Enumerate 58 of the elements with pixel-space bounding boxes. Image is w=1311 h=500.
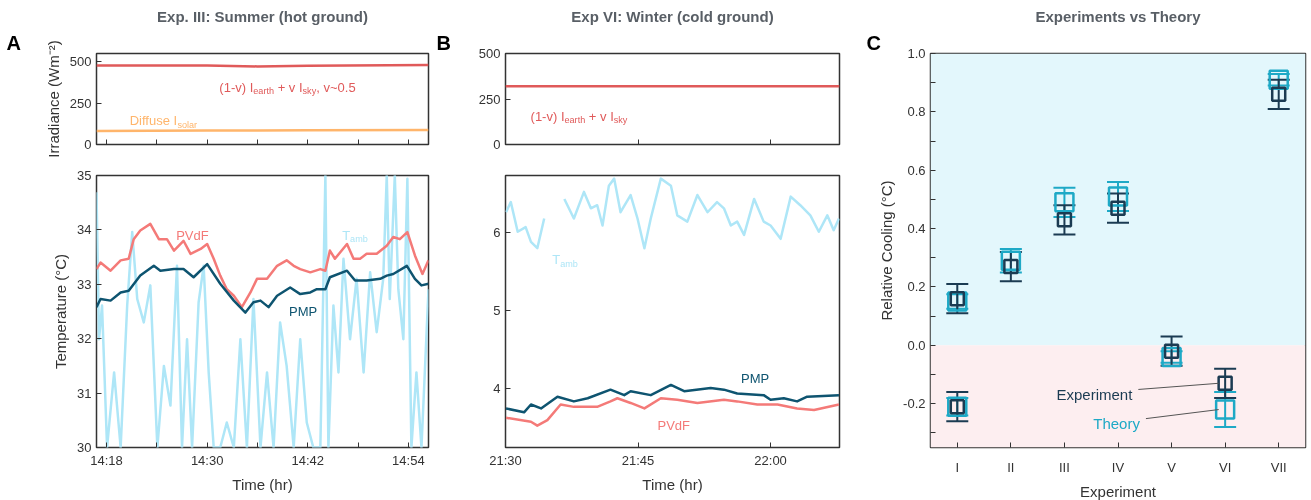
x-tick-label: 14:30 xyxy=(190,452,224,468)
text: A xyxy=(6,31,21,54)
y-tick-label: 34 xyxy=(77,222,92,238)
y-tick-label: 32 xyxy=(77,331,92,347)
chart-title: Exp. III: Summer (hot ground) xyxy=(157,7,368,25)
y-tick-label: 31 xyxy=(77,385,92,401)
y-axis-title: Irradiance (Wm⁻²) xyxy=(44,40,62,158)
x-tick-label: I xyxy=(955,459,960,475)
y-tick-label: -0.2 xyxy=(903,396,926,412)
y-tick-label: 0.8 xyxy=(907,104,926,120)
text: B xyxy=(436,31,451,54)
y-tick-label: 5 xyxy=(493,303,501,319)
x-axis-title: Experiment xyxy=(1080,482,1157,500)
y-tick-label: 0 xyxy=(493,137,501,152)
y-tick-label: 0.0 xyxy=(907,337,926,353)
y-tick-label: 500 xyxy=(69,54,92,70)
x-tick-label: VI xyxy=(1219,459,1232,475)
x-tick-label: V xyxy=(1167,459,1177,475)
x-tick-label: 14:54 xyxy=(392,452,425,468)
y-tick-label: 250 xyxy=(69,95,92,111)
y-tick-label: 0.4 xyxy=(907,221,926,237)
y-axis-title: Relative Cooling (°C) xyxy=(878,180,896,321)
x-tick-label: 21:45 xyxy=(621,452,655,468)
x-tick-label: II xyxy=(1007,459,1015,475)
text: C xyxy=(866,31,881,54)
x-axis-title: Time (hr) xyxy=(642,475,703,493)
y-tick-label: 35 xyxy=(77,168,92,183)
x-axis-title: Time (hr) xyxy=(232,475,293,493)
y-tick-label: 6 xyxy=(493,225,501,241)
chart-title: Exp VI: Winter (cold ground) xyxy=(571,7,774,25)
x-tick-label: VII xyxy=(1270,459,1287,475)
series-label: PMP xyxy=(740,370,770,386)
x-tick-label: 14:18 xyxy=(90,452,123,468)
y-tick-label: 4 xyxy=(493,381,501,397)
x-tick-label: 22:00 xyxy=(754,452,787,468)
series-label: PVdF xyxy=(176,227,209,243)
x-tick-label: III xyxy=(1059,459,1070,475)
series-label: PVdF xyxy=(657,418,691,434)
y-tick-label: 30 xyxy=(77,440,92,455)
series-label: PMP xyxy=(289,304,318,319)
y-axis-title: Temperature (°C) xyxy=(52,253,70,370)
y-tick-label: 500 xyxy=(478,46,501,61)
y-tick-label: 1.0 xyxy=(907,46,926,61)
y-tick-label: 33 xyxy=(77,276,92,292)
line-series xyxy=(96,262,429,314)
y-tick-label: 0.2 xyxy=(907,279,926,295)
y-tick-label: 250 xyxy=(478,91,501,107)
x-tick-label: 21:30 xyxy=(489,452,522,468)
x-tick-label: IV xyxy=(1111,459,1125,475)
x-tick-label: 14:42 xyxy=(291,452,325,468)
chart-title: Experiments vs Theory xyxy=(1035,7,1202,25)
y-tick-label: 0.6 xyxy=(907,162,926,178)
text: Experiment xyxy=(1056,386,1134,404)
y-tick-label: 0 xyxy=(84,137,92,152)
text: Theory xyxy=(1093,415,1141,433)
line-series xyxy=(96,222,429,309)
line-series xyxy=(505,383,840,414)
line-series xyxy=(96,175,429,448)
